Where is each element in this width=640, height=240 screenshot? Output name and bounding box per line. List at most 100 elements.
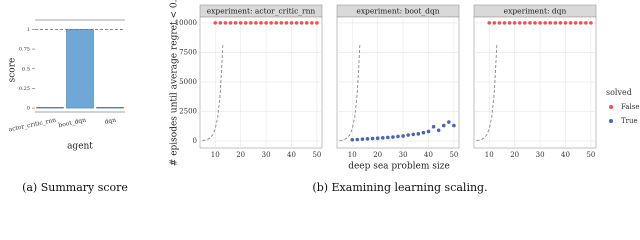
x-tick-label: actor_critic_rnn: [8, 117, 57, 134]
point: [310, 21, 314, 25]
point: [386, 135, 390, 140]
panel: [473, 16, 597, 149]
point: [538, 21, 542, 25]
point: [299, 21, 304, 25]
point: [426, 129, 431, 134]
point: [350, 137, 355, 142]
caption: (b) Examining learning scaling.: [312, 181, 487, 194]
figure: (a) Summary score (b) Examining learning…: [8, 0, 640, 194]
bar: [36, 107, 64, 109]
point: [447, 120, 451, 124]
point: [584, 21, 588, 25]
point: [441, 123, 446, 128]
point: [238, 21, 243, 25]
point: [370, 136, 375, 141]
y-tick-label: 0: [27, 106, 30, 112]
point: [528, 21, 532, 25]
point: [543, 21, 547, 25]
point: [533, 21, 537, 25]
point: [315, 21, 319, 25]
point: [548, 21, 553, 25]
point: [563, 21, 568, 25]
y-tick-label: 10000: [175, 19, 197, 27]
point: [249, 21, 253, 25]
point: [274, 21, 279, 25]
y-tick-label: 0.5: [22, 66, 30, 72]
point: [365, 136, 370, 141]
point: [396, 134, 400, 139]
reference-curve: [339, 44, 361, 141]
point: [213, 21, 218, 25]
panel-title: experiment: dqn: [504, 7, 567, 16]
point: [517, 21, 522, 25]
point: [380, 136, 385, 140]
point: [304, 21, 309, 25]
y-tick-label: 1: [27, 27, 30, 33]
x-tick-label: 20: [373, 151, 382, 159]
x-tick-label: boot_dqn: [58, 117, 87, 130]
panel-title: experiment: actor_critic_rnn: [207, 7, 316, 16]
point: [264, 21, 268, 25]
point: [416, 132, 421, 136]
x-tick-label: 40: [424, 151, 433, 159]
legend-marker: [609, 105, 613, 109]
x-tick-label: 10: [211, 151, 220, 159]
x-tick-label: 10: [485, 151, 494, 159]
x-tick-label: 20: [510, 151, 519, 159]
point: [436, 128, 441, 133]
legend-label: False: [621, 103, 640, 111]
point: [254, 21, 258, 25]
point: [269, 21, 273, 25]
panel: [336, 16, 460, 149]
y-tick-label: 5000: [179, 78, 197, 86]
x-tick-label: 50: [449, 151, 458, 159]
caption: (a) Summary score: [22, 181, 128, 194]
point: [401, 134, 405, 138]
point: [578, 21, 583, 25]
point: [406, 133, 410, 137]
point: [487, 21, 492, 25]
point: [411, 132, 416, 137]
x-tick-label: 30: [262, 151, 271, 159]
x-axis-label: agent: [67, 142, 93, 152]
point: [294, 21, 299, 25]
y-tick-label: 0.25: [19, 86, 30, 92]
y-tick-label: 0.75: [19, 47, 30, 53]
point: [233, 21, 238, 25]
point: [375, 136, 380, 141]
point: [568, 21, 573, 25]
reference-curve: [202, 44, 224, 141]
legend-marker: [609, 119, 613, 123]
y-tick-label: 7500: [179, 48, 197, 56]
point: [507, 21, 512, 25]
x-tick-label: 50: [312, 151, 321, 159]
point: [243, 21, 248, 25]
panel: [199, 16, 323, 149]
x-tick-label: dqn: [104, 117, 117, 126]
point: [355, 137, 360, 142]
point: [452, 123, 456, 128]
y-tick-label: 0: [193, 137, 197, 145]
x-tick-label: 10: [348, 151, 357, 159]
point: [360, 137, 365, 141]
point: [223, 21, 228, 25]
point: [492, 21, 497, 25]
point: [512, 21, 517, 25]
y-axis-label: # episodes until average regret < 0.9: [170, 0, 180, 166]
legend-title: solved: [606, 88, 632, 97]
bar: [66, 29, 94, 109]
reference-curve: [476, 44, 498, 141]
x-tick-label: 30: [399, 151, 408, 159]
point: [289, 21, 294, 25]
point: [497, 21, 502, 25]
point: [431, 124, 436, 129]
panel-title: experiment: boot_dqn: [356, 7, 439, 16]
x-tick-label: 50: [586, 151, 595, 159]
x-tick-label: 40: [561, 151, 570, 159]
y-axis-label: score: [8, 58, 18, 83]
point: [589, 21, 593, 25]
point: [573, 21, 578, 25]
point: [218, 21, 223, 25]
point: [421, 130, 426, 135]
bar: [96, 107, 124, 109]
